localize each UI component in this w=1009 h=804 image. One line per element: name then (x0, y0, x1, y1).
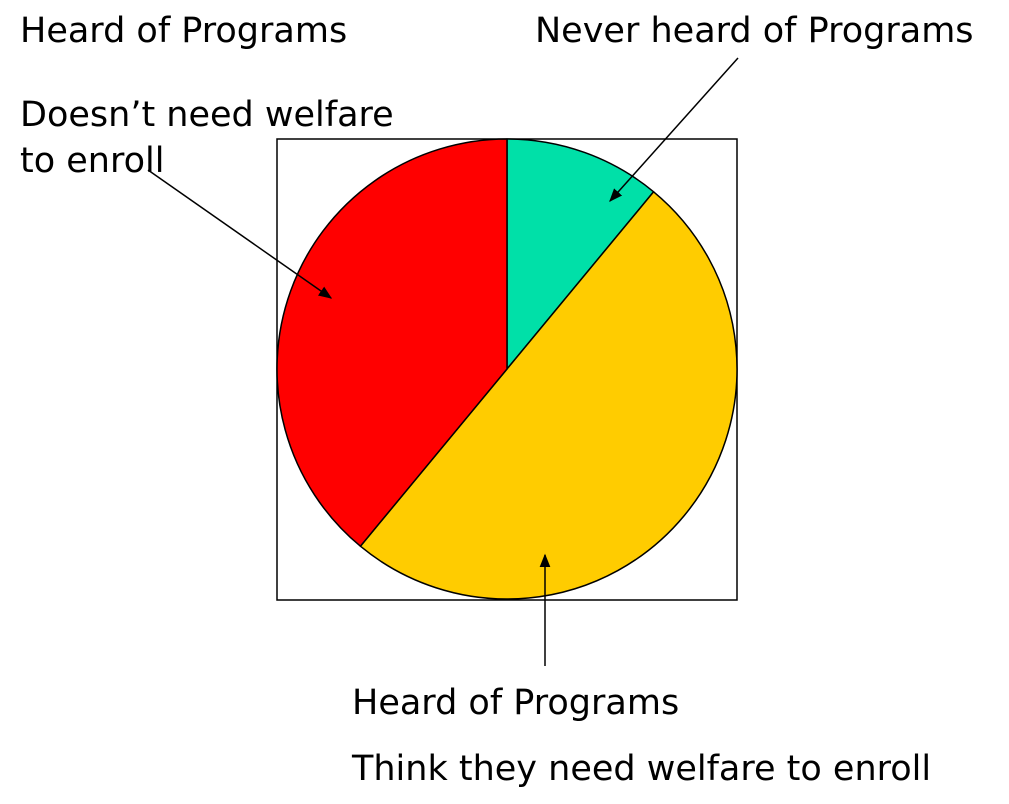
leader-line-never-heard (609, 57, 739, 203)
annotation-heard-of-programs-bottom: Heard of Programs (352, 683, 680, 723)
pie-slice-3 (276, 138, 508, 547)
annotation-heard-of-programs-top: Heard of Programs (20, 11, 348, 51)
annotation-think-need-welfare: Think they need welfare to enroll (352, 749, 932, 789)
annotation-never-heard-of-programs: Never heard of Programs (535, 11, 974, 51)
pie-slices (276, 138, 738, 600)
annotation-doesnt-need-welfare-line1: Doesn’t need welfare (20, 95, 394, 135)
pie-slice-2 (359, 191, 738, 600)
annotation-doesnt-need-welfare-line2: to enroll (20, 141, 165, 181)
leader-line-doesnt-need-welfare (147, 169, 333, 299)
